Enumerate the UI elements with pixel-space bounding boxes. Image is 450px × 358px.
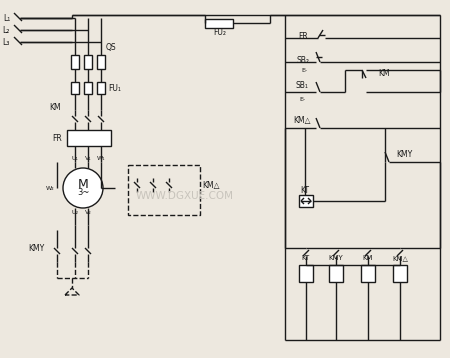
Text: FU₂: FU₂ bbox=[213, 28, 226, 37]
Text: FR: FR bbox=[52, 134, 62, 142]
Text: WWW.DGXUE.COM: WWW.DGXUE.COM bbox=[136, 191, 234, 201]
Text: KM△: KM△ bbox=[293, 116, 311, 125]
Bar bbox=[71, 55, 79, 69]
Text: KM: KM bbox=[50, 102, 61, 111]
Text: KM△: KM△ bbox=[392, 255, 408, 261]
Circle shape bbox=[63, 168, 103, 208]
Text: KMY: KMY bbox=[396, 150, 412, 159]
Text: V₂: V₂ bbox=[85, 209, 91, 214]
Text: KM: KM bbox=[363, 255, 373, 261]
Text: SB₂: SB₂ bbox=[297, 55, 310, 64]
Text: W₁: W₁ bbox=[97, 155, 105, 160]
Bar bbox=[71, 82, 79, 94]
Text: U₂: U₂ bbox=[72, 209, 78, 214]
Text: E-: E- bbox=[301, 68, 307, 73]
Bar bbox=[299, 265, 313, 282]
Text: L₂: L₂ bbox=[3, 25, 10, 34]
Bar bbox=[393, 265, 407, 282]
Text: U₁: U₁ bbox=[72, 155, 78, 160]
Bar bbox=[361, 265, 375, 282]
Bar bbox=[299, 195, 313, 207]
Text: E-: E- bbox=[299, 97, 305, 102]
Bar bbox=[67, 130, 111, 146]
Text: FU₁: FU₁ bbox=[108, 83, 121, 92]
Text: FR: FR bbox=[298, 32, 308, 40]
Text: L₃: L₃ bbox=[3, 38, 10, 47]
Text: KMY: KMY bbox=[28, 243, 44, 252]
Text: W₂: W₂ bbox=[45, 185, 54, 190]
Text: M: M bbox=[78, 178, 88, 190]
Text: 3~: 3~ bbox=[77, 188, 89, 197]
Text: KMY: KMY bbox=[328, 255, 343, 261]
Bar bbox=[84, 82, 92, 94]
Text: QS: QS bbox=[106, 43, 117, 52]
Text: KM: KM bbox=[378, 68, 390, 77]
Text: KT: KT bbox=[301, 185, 310, 194]
Bar bbox=[128, 165, 200, 215]
Text: V₁: V₁ bbox=[85, 155, 91, 160]
Bar bbox=[205, 19, 233, 28]
Bar bbox=[97, 55, 105, 69]
Text: KT: KT bbox=[302, 255, 310, 261]
Text: L₁: L₁ bbox=[3, 14, 10, 23]
Text: SB₁: SB₁ bbox=[296, 81, 308, 90]
Bar bbox=[97, 82, 105, 94]
Text: KM△: KM△ bbox=[202, 180, 220, 189]
Bar bbox=[329, 265, 343, 282]
Bar bbox=[84, 55, 92, 69]
